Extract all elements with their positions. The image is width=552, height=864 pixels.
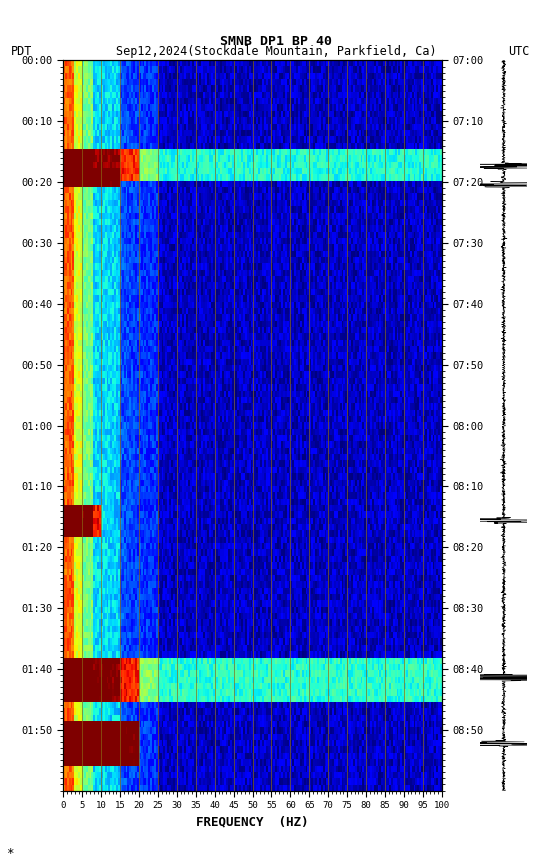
Text: *: * [6,847,13,860]
X-axis label: FREQUENCY  (HZ): FREQUENCY (HZ) [197,816,309,829]
Text: Sep12,2024(Stockdale Mountain, Parkfield, Ca): Sep12,2024(Stockdale Mountain, Parkfield… [116,45,436,58]
Text: SMNB DP1 BP 40: SMNB DP1 BP 40 [220,35,332,48]
Text: PDT: PDT [11,45,33,58]
Text: UTC: UTC [508,45,530,58]
